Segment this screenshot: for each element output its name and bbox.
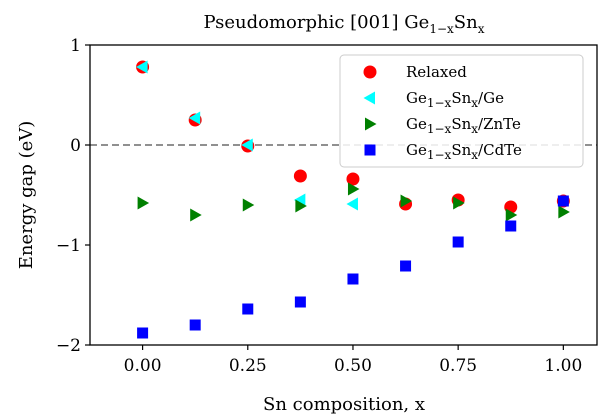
data-point [136,60,148,74]
plot-area: 0.00 0.25 0.50 0.75 1.00 −2 −1 0 1 [56,36,598,376]
legend-label: Ge1−xSnx/Ge [406,89,504,110]
y-tick-label: 0 [70,136,81,156]
data-point [293,169,307,183]
x-tick-label: 0.25 [229,356,267,376]
legend-entry: Relaxed [363,63,467,81]
x-axis-label: Sn composition, x [263,394,425,415]
data-point [505,220,517,232]
legend-box [339,54,584,168]
y-tick-label: 1 [70,36,81,56]
data-point [505,208,518,222]
data-point [347,182,360,196]
data-point [242,198,255,212]
data-point [190,208,202,222]
series-1 [136,60,358,211]
data-point [400,194,413,208]
data-point [137,327,149,339]
y-tick-label: −1 [56,236,81,256]
legend-entry: Ge1−xSnx/ZnTe [365,115,521,136]
data-point [557,195,569,207]
x-tick-label: 0.50 [334,356,372,376]
legend-label: Ge1−xSnx/CdTe [406,141,522,162]
data-point [293,193,306,207]
data-point [346,197,358,211]
data-point [188,111,201,125]
legend-marker [365,117,377,131]
data-point [137,196,150,210]
legend: Relaxed Ge1−xSnx/Ge Ge1−xSnx/ZnTe Ge1−xSnx/… [339,54,584,168]
axes-frame [89,44,598,346]
data-point [242,303,254,315]
data-point [452,236,464,248]
legend-label: Relaxed [406,63,467,81]
x-tick-label: 0.00 [124,356,162,376]
legend-marker [363,91,375,105]
series-2 [137,182,570,222]
x-tick-label: 1.00 [544,356,582,376]
x-tick-label: 0.75 [439,356,477,376]
legend-entry: Ge1−xSnx/Ge [363,89,504,110]
data-point [241,138,253,152]
legend-label: Ge1−xSnx/ZnTe [406,115,521,136]
legend-marker [363,65,377,79]
data-point [294,296,306,308]
chart-title: Pseudomorphic [001] Ge1−xSnx [204,12,485,36]
y-axis-label: Energy gap (eV) [16,121,37,270]
data-point [295,199,307,213]
legend-entry: Ge1−xSnx/CdTe [364,141,522,162]
data-point [346,172,360,186]
data-point [400,260,412,272]
y-tick-label: −2 [56,336,81,356]
data-point [453,196,465,210]
legend-marker [364,144,376,156]
data-point [189,319,201,331]
data-point [558,205,570,219]
series-3 [137,195,569,339]
data-point [347,273,359,285]
